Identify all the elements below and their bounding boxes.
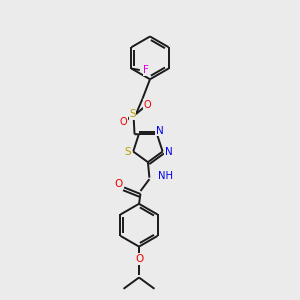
Text: S: S (129, 109, 136, 119)
Text: NH: NH (158, 171, 173, 181)
Text: O: O (120, 117, 128, 128)
Text: S: S (124, 146, 131, 157)
Text: O: O (114, 179, 122, 190)
Text: N: N (165, 146, 172, 157)
Text: O: O (143, 100, 151, 110)
Text: F: F (143, 65, 149, 75)
Text: N: N (156, 126, 164, 136)
Text: O: O (135, 254, 143, 264)
